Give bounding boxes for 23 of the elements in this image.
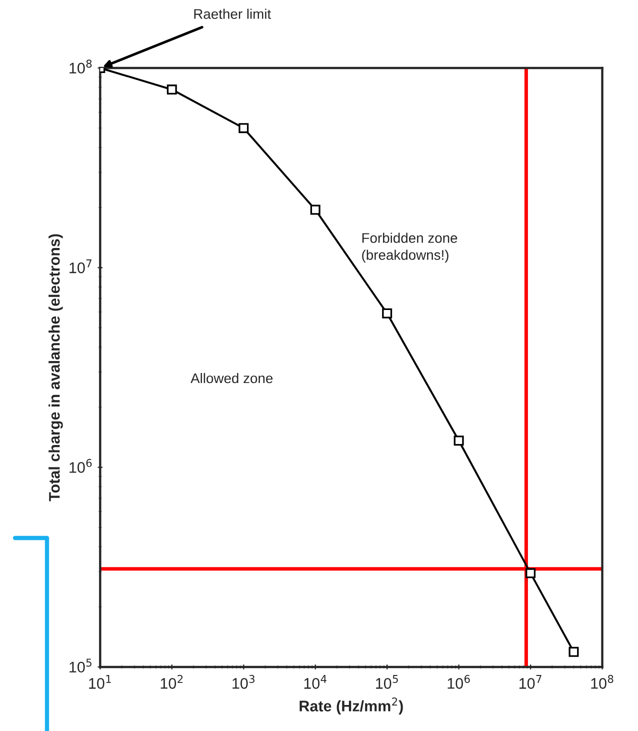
annotation: Raether limit — [194, 8, 271, 19]
y-tick-label: 10$^{7}$ — [70, 259, 92, 274]
y-tick-label: 10$^{8}$ — [70, 60, 92, 74]
y-tick-label: 10$^{6}$ — [70, 458, 92, 473]
x-tick-label: 10$^{2}$ — [160, 674, 183, 689]
x-tick-label: 10$^{4}$ — [304, 675, 326, 689]
x-tick-label: 10$^{5}$ — [376, 675, 398, 689]
x-tick-label: 10$^{7}$ — [519, 675, 542, 689]
x-tick-label: 10$^{6}$ — [448, 674, 470, 689]
point — [166, 84, 177, 95]
y-axis-title: Total charge in avalanche (electrons) — [48, 234, 63, 502]
x-axis-title: Rate (Hz/mm$^{2}$) — [300, 698, 403, 714]
point — [238, 123, 249, 134]
point — [526, 568, 536, 578]
annotation: Forbidden zone (breakdowns!) — [362, 232, 458, 263]
x-tick-label: 10$^{1}$ — [89, 675, 111, 689]
point — [382, 308, 392, 318]
point — [454, 436, 464, 446]
annotation: Allowed zone — [190, 372, 273, 384]
point — [310, 204, 320, 215]
x-tick-label: 10$^{8}$ — [591, 674, 614, 689]
y-tick-label: 10$^{5}$ — [70, 658, 92, 673]
x-tick-label: 10$^{3}$ — [232, 674, 254, 689]
